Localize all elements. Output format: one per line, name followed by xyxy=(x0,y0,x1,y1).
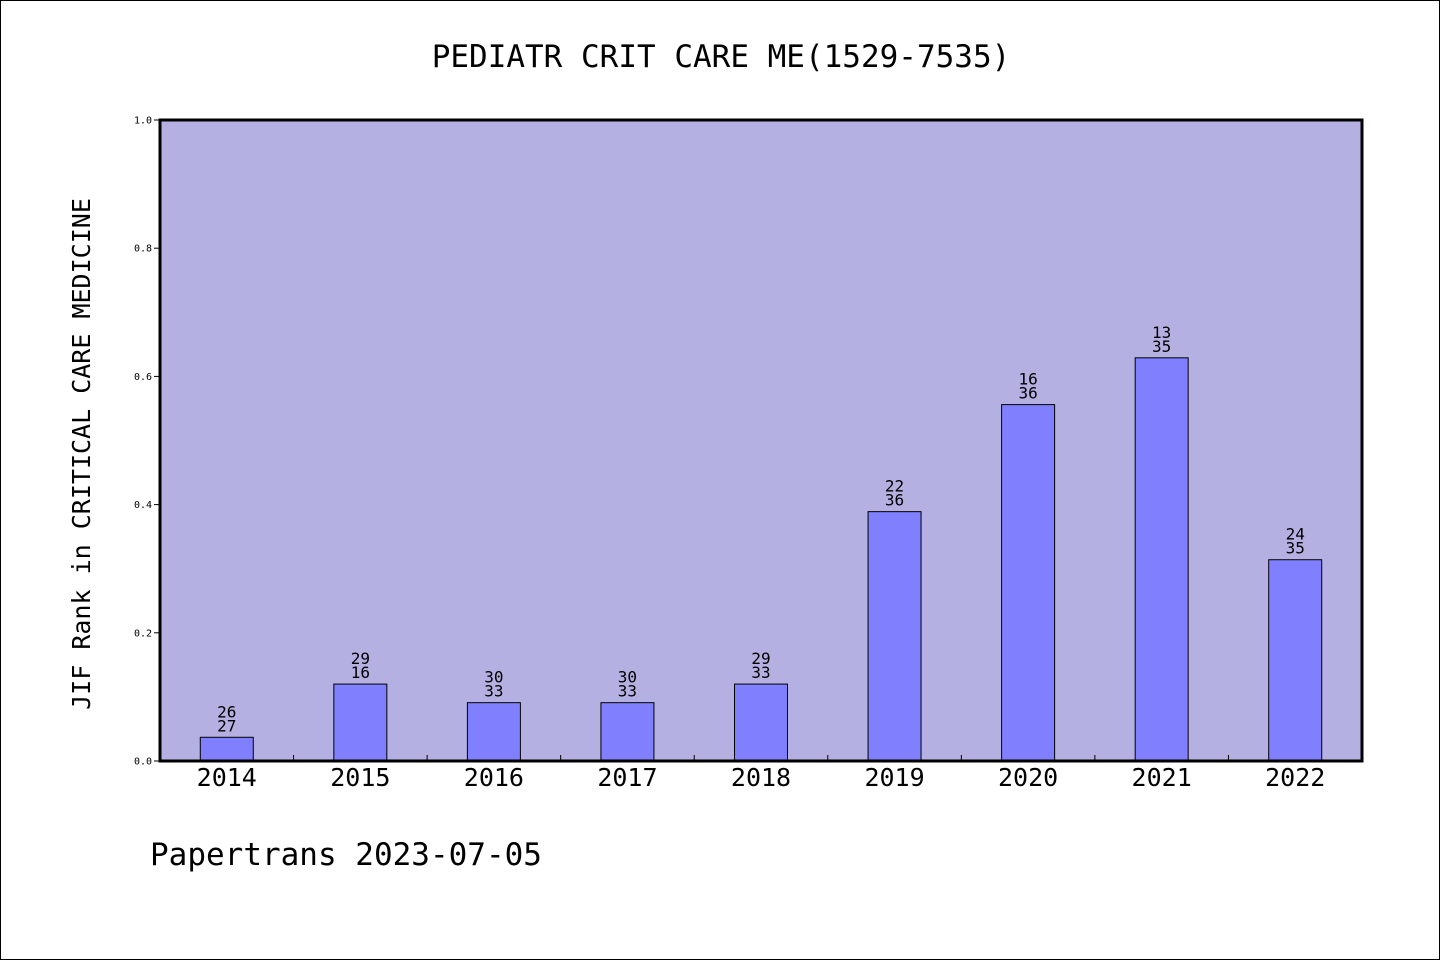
bar-label-total: 35 xyxy=(1152,337,1171,356)
x-tick-label: 2016 xyxy=(464,763,524,792)
bar-2018 xyxy=(734,683,788,762)
bar-label-total: 36 xyxy=(885,491,904,510)
bar-2017 xyxy=(600,702,655,762)
y-tick-label: 1.0 xyxy=(134,116,152,127)
bar-label-rank: 16 xyxy=(1018,370,1037,389)
x-tick-label: 2015 xyxy=(330,763,390,792)
x-tick-label: 2020 xyxy=(998,763,1058,792)
bar-2016 xyxy=(466,702,521,762)
bar-label-rank: 22 xyxy=(885,477,904,496)
bar-label-total: 33 xyxy=(618,682,637,701)
x-tick-label: 2019 xyxy=(864,763,924,792)
x-tick-label: 2018 xyxy=(731,763,791,792)
y-tick-label: 0.2 xyxy=(134,628,152,639)
y-axis-label: JIF Rank in CRITICAL CARE MEDICINE xyxy=(67,198,96,710)
y-tick-label: 0.8 xyxy=(134,244,152,255)
bar-2014 xyxy=(199,736,254,762)
bar-2015 xyxy=(333,683,388,762)
y-tick-label: 0.0 xyxy=(134,757,152,768)
x-tick-label: 2022 xyxy=(1265,763,1325,792)
y-tick-label: 0.6 xyxy=(134,372,152,383)
footer-text: Papertrans 2023-07-05 xyxy=(150,837,542,873)
bar-2019 xyxy=(867,511,922,762)
x-tick-label: 2021 xyxy=(1132,763,1192,792)
bar-label-total: 35 xyxy=(1286,539,1305,558)
bar-label-rank: 30 xyxy=(618,668,637,687)
chart-title: PEDIATR CRIT CARE ME(1529-7535) xyxy=(432,39,1011,75)
bar-label-rank: 26 xyxy=(217,702,236,721)
bar-label-total: 36 xyxy=(1018,384,1037,403)
x-tick-label: 2017 xyxy=(597,763,657,792)
bar-label-total: 27 xyxy=(217,716,236,735)
bar-2020 xyxy=(1001,404,1056,762)
bar-label-rank: 24 xyxy=(1286,525,1305,544)
x-tick-label: 2014 xyxy=(197,763,257,792)
y-tick-label: 0.4 xyxy=(134,500,152,511)
bar-label-total: 16 xyxy=(351,663,370,682)
bar-label-rank: 29 xyxy=(751,649,770,668)
bar-label-total: 33 xyxy=(751,663,770,682)
bar-label-rank: 30 xyxy=(484,668,503,687)
bar-label-rank: 13 xyxy=(1152,323,1171,342)
bar-2022 xyxy=(1268,559,1323,762)
plot-border xyxy=(158,118,1364,763)
bar-2021 xyxy=(1134,357,1189,762)
bar-label-total: 33 xyxy=(484,682,503,701)
bar-label-rank: 29 xyxy=(351,649,370,668)
